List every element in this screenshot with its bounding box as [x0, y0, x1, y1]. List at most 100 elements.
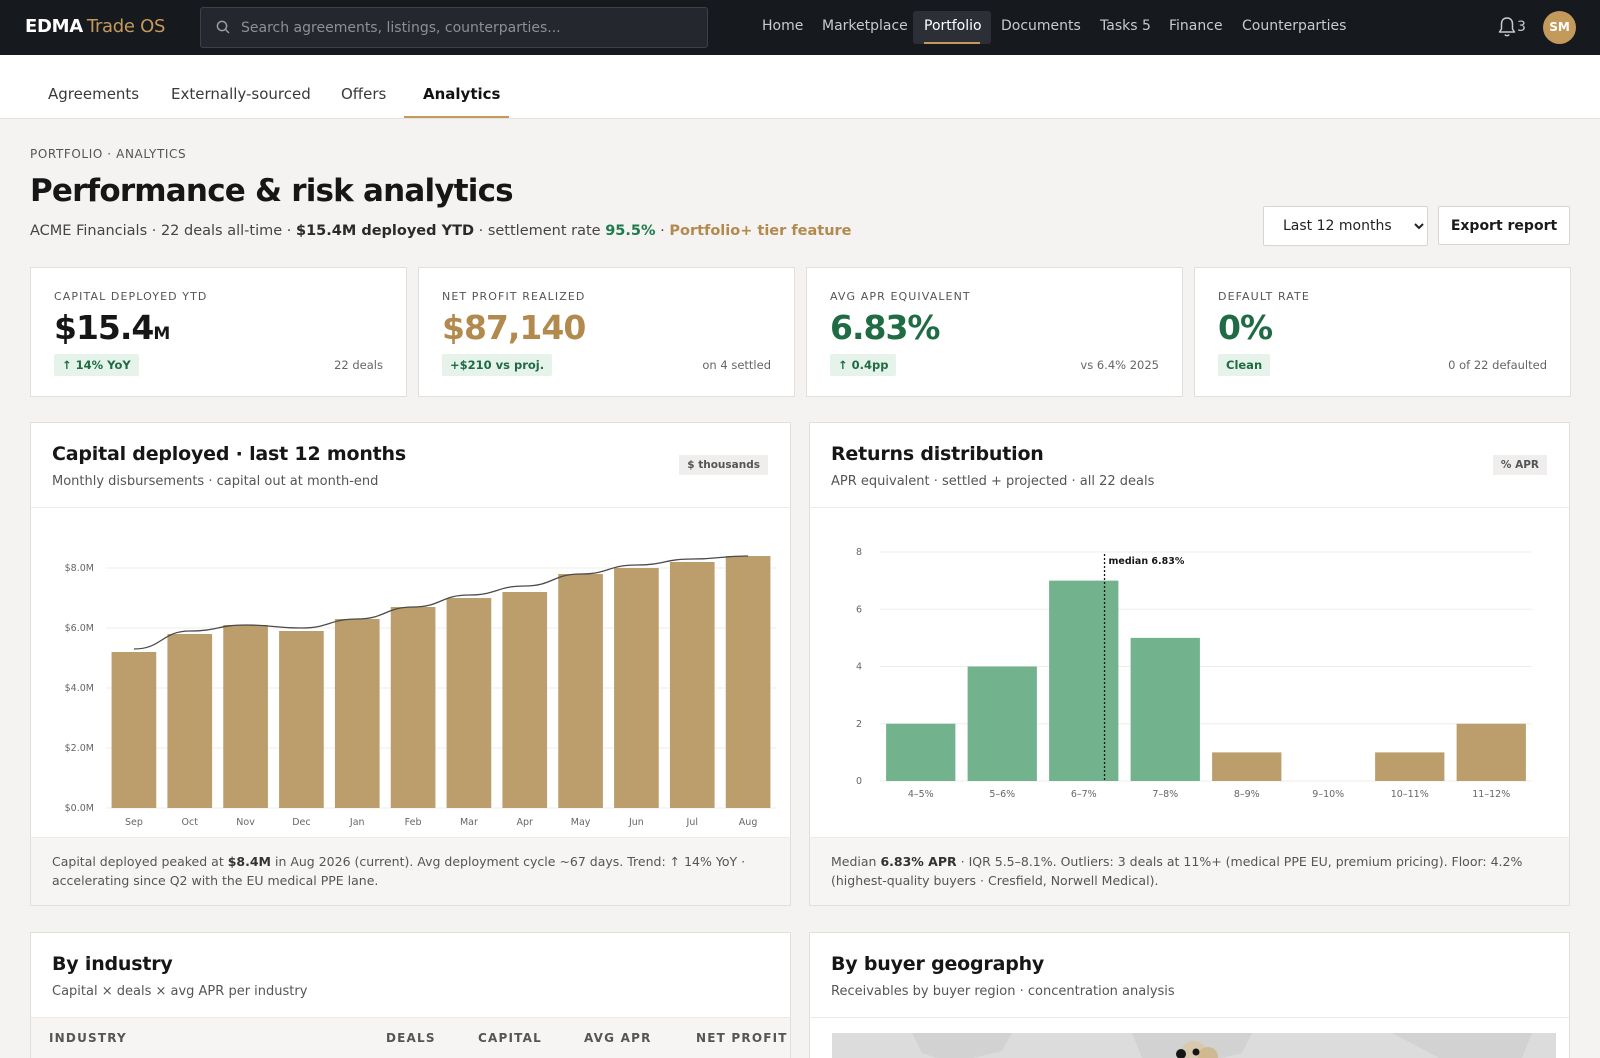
bar[interactable] — [334, 619, 380, 808]
column-header-net-profit[interactable]: NET PROFIT — [696, 1031, 788, 1045]
kpi-badge: ↑ 0.4pp — [830, 354, 897, 376]
y-tick-label: $4.0M — [65, 683, 94, 694]
notification-count: 3 — [1517, 19, 1526, 35]
x-tick-label: May — [571, 817, 591, 828]
returns-distribution-panel: Returns distribution APR equivalent · se… — [809, 422, 1570, 906]
kpi-card-capital-deployed: CAPITAL DEPLOYED YTD $15.4M ↑ 14% YoY 22… — [30, 267, 407, 397]
bar[interactable] — [502, 592, 548, 808]
x-tick-label: 5–6% — [989, 789, 1015, 800]
column-header-deals[interactable]: DEALS — [386, 1031, 436, 1045]
y-tick-label: $6.0M — [65, 623, 94, 634]
capital-deployed-chart: $0.0M $2.0M $4.0M $6.0M $8.0M Sep Oct Nov Dec Jan… — [65, 555, 776, 828]
nav-marketplace[interactable]: Marketplace — [822, 18, 908, 34]
kpi-badge: Clean — [1218, 354, 1271, 376]
bar[interactable] — [111, 652, 157, 808]
brand-logo[interactable]: EDMA Trade OS — [25, 16, 166, 37]
capital-deployed-panel: Capital deployed · last 12 months Monthl… — [30, 422, 791, 906]
tab-externally-sourced[interactable]: Externally-sourced — [171, 85, 311, 103]
bar[interactable] — [223, 625, 268, 808]
search-icon — [216, 20, 230, 34]
tier-link[interactable]: Portfolio+ tier feature — [669, 223, 852, 239]
bar[interactable] — [1212, 752, 1282, 781]
trend-line — [133, 555, 749, 650]
kpi-note: 22 deals — [334, 358, 383, 372]
chart-summary: Capital deployed peaked at $8.4M in Aug … — [31, 837, 790, 905]
bar[interactable] — [279, 631, 324, 808]
kpi-note: on 4 settled — [702, 358, 771, 372]
x-tick-label: Aug — [739, 817, 758, 828]
bar[interactable] — [1456, 723, 1526, 781]
bar[interactable] — [1049, 580, 1119, 781]
nav-counterparties[interactable]: Counterparties — [1242, 18, 1347, 34]
x-tick-label: Apr — [517, 817, 534, 828]
y-tick-label: $2.0M — [65, 743, 94, 754]
page-summary: ACME Financials · 22 deals all-time · $1… — [30, 223, 852, 239]
x-tick-label: 6–7% — [1071, 789, 1097, 800]
world-map-graphic — [912, 1033, 1532, 1058]
bar[interactable] — [1130, 637, 1200, 781]
tab-offers[interactable]: Offers — [341, 85, 387, 103]
column-header-industry[interactable]: INDUSTRY — [49, 1031, 127, 1045]
search-box[interactable] — [200, 7, 708, 48]
nav-home[interactable]: Home — [762, 18, 804, 34]
tab-analytics[interactable]: Analytics — [423, 85, 501, 103]
kpi-note: 0 of 22 defaulted — [1448, 358, 1547, 372]
bar[interactable] — [725, 556, 771, 808]
by-geography-panel: By buyer geography Receivables by buyer … — [809, 932, 1570, 1058]
x-tick-label: Jan — [349, 817, 365, 828]
by-industry-panel: By industry Capital × deals × avg APR pe… — [30, 932, 791, 1058]
bar[interactable] — [669, 562, 715, 808]
bar[interactable] — [558, 574, 603, 808]
search-input[interactable] — [241, 8, 681, 47]
chart-summary: Median 6.83% APR · IQR 5.5–8.1%. Outlier… — [810, 837, 1569, 905]
y-tick-label: 2 — [856, 719, 862, 730]
kpi-badge: +$210 vs proj. — [442, 354, 553, 376]
unit-badge: % APR — [1492, 455, 1547, 475]
x-tick-label: Sep — [125, 817, 143, 828]
panel-subtitle: Capital × deals × avg APR per industry — [52, 984, 308, 999]
x-tick-label: Jul — [686, 817, 698, 828]
y-tick-label: $0.0M — [65, 803, 94, 814]
breadcrumb: PORTFOLIO · ANALYTICS — [30, 147, 187, 161]
nav-active-highlight — [913, 11, 991, 44]
y-tick-label: 6 — [856, 604, 862, 615]
nav-finance[interactable]: Finance — [1169, 18, 1223, 34]
tab-agreements[interactable]: Agreements — [48, 85, 140, 103]
bar[interactable] — [886, 723, 956, 781]
nav-documents[interactable]: Documents — [1001, 18, 1081, 34]
panel-title: Capital deployed · last 12 months — [52, 443, 406, 465]
x-tick-label: 8–9% — [1234, 789, 1260, 800]
nav-portfolio[interactable]: Portfolio — [924, 18, 982, 34]
bar[interactable] — [390, 607, 436, 808]
bar[interactable] — [614, 568, 659, 808]
bar[interactable] — [967, 666, 1037, 782]
sub-tabs: Agreements Externally-sourced Offers Ana… — [0, 55, 1600, 119]
x-tick-label: Oct — [182, 817, 199, 828]
unit-badge: $ thousands — [679, 455, 768, 475]
period-select[interactable]: Last 12 months — [1263, 206, 1428, 246]
kpi-card-net-profit: NET PROFIT REALIZED $87,140 +$210 vs pro… — [418, 267, 795, 397]
bar[interactable] — [1375, 752, 1445, 781]
panel-title: Returns distribution — [831, 443, 1044, 465]
bar[interactable] — [446, 598, 492, 808]
nav-tasks[interactable]: Tasks 5 — [1100, 18, 1151, 34]
panel-title: By industry — [52, 953, 173, 975]
export-report-button[interactable]: Export report — [1438, 206, 1570, 245]
avatar[interactable]: SM — [1543, 11, 1576, 44]
nav-active-underline — [924, 42, 980, 44]
kpi-value: $15.4M — [54, 308, 171, 347]
column-header-avg-apr[interactable]: AVG APR — [584, 1031, 652, 1045]
kpi-badge: ↑ 14% YoY — [54, 354, 139, 376]
x-tick-label: Nov — [236, 817, 255, 828]
x-tick-label: Feb — [405, 817, 422, 828]
geography-map[interactable] — [832, 1033, 1556, 1058]
x-tick-label: 4–5% — [908, 789, 934, 800]
column-header-capital[interactable]: CAPITAL — [478, 1031, 542, 1045]
x-tick-label: Jun — [628, 817, 644, 828]
bar[interactable] — [167, 634, 213, 808]
kpi-card-default-rate: DEFAULT RATE 0% Clean 0 of 22 defaulted — [1194, 267, 1571, 397]
kpi-value: 0% — [1218, 308, 1273, 347]
x-tick-label: 9–10% — [1312, 789, 1344, 800]
bell-icon[interactable] — [1497, 16, 1517, 38]
